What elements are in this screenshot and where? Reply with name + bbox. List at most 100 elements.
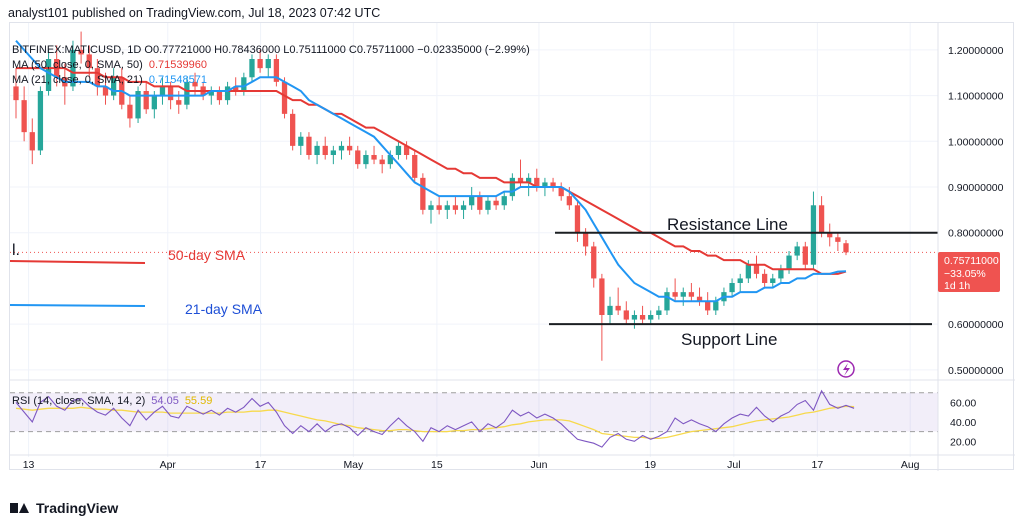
candle [827,223,833,247]
sma50-annotation-line [9,260,146,264]
candle [127,95,133,128]
candle [322,136,328,160]
candle [753,255,760,279]
time-axis[interactable]: 13 Apr 17 May 15 Jun 19 Jul 17 Aug [10,454,1015,471]
sma21-annotation: 21-day SMA [185,301,263,317]
candle [111,68,117,101]
rsi-axis[interactable]: 60.00 40.00 20.00 [950,397,976,448]
price-tick-label: 1.10000000 [948,91,1004,103]
candle [818,196,825,238]
candle [460,200,467,219]
candle [428,200,434,224]
candle [273,54,280,87]
candle [94,59,101,96]
candle [452,196,459,215]
candle [306,132,312,160]
candle [371,145,377,165]
candle [639,305,646,325]
candle [794,241,800,261]
price-axis[interactable]: 1.20000000 1.10000000 1.00000000 0.90000000… [937,23,1004,471]
candle [713,296,719,315]
candle [379,155,385,174]
legend-rsi: RSI (14, close, SMA, 14, 2) 54.05 55.59 [12,395,212,407]
price-tick-label: 0.90000000 [948,182,1004,194]
price-tick-label: 0.80000000 [948,228,1004,240]
candle [607,296,613,325]
candle [737,273,743,293]
candle [680,287,686,306]
tradingview-footer[interactable]: TradingView [10,500,118,516]
price-tag-price: 0.75711000 [944,255,999,267]
rsi-tick-label: 20.00 [950,436,976,448]
candle [241,72,247,96]
candle [412,150,418,183]
rsi-tick-label: 60.00 [950,397,976,409]
sma21-line [15,40,847,303]
price-tick-label: 0.50000000 [948,365,1004,377]
price-tick-label: 0.60000000 [948,319,1004,331]
candle [631,310,638,329]
candle [436,196,442,215]
candle [843,240,849,256]
price-tag-change: −33.05% [944,268,986,280]
candle [770,273,776,288]
candles [13,31,849,361]
publisher-line: analyst101 published on TradingView.com,… [8,6,381,20]
candle [729,278,735,297]
candle [574,200,581,242]
rsi-tick-label: 40.00 [950,417,976,429]
candle [778,264,784,283]
legend-symbol: BITFINEX:MATICUSD, 1D O0.77721000 H0.784… [12,44,530,56]
time-tick-label: Apr [160,459,177,471]
time-tick-label: Jun [530,459,547,471]
candle [330,145,336,165]
time-tick-label: 17 [255,459,267,471]
price-tick-label: 1.00000000 [948,136,1004,148]
candle [656,305,662,320]
candle [13,68,19,119]
candle [615,287,621,315]
resistance-label: Resistance Line [667,215,788,234]
price-tag: 0.75711000 −33.05% 1d 1h [938,252,1000,292]
candle [485,196,491,215]
candle [444,200,450,219]
candle [599,273,605,361]
candle [257,49,263,73]
candle [558,182,564,201]
time-tick-label: 15 [431,459,443,471]
rsi-sma-line [15,405,855,440]
price-tick-label: 1.20000000 [948,45,1004,57]
candle [591,241,597,288]
candle [249,54,255,82]
candle [290,109,296,151]
lightning-icon[interactable] [837,360,855,378]
candle [159,77,166,105]
tradingview-brand: TradingView [36,500,119,516]
price-tag-countdown: 1d 1h [944,280,970,292]
chart-frame[interactable]: BITFINEX:MATICUSD, 1D O0.77721000 H0.784… [9,22,1015,471]
time-tick-label: 13 [23,459,35,471]
candle [550,177,556,192]
rsi-line [15,389,855,448]
candle [298,132,304,155]
candle [403,141,410,160]
candle [469,187,475,210]
candle [135,86,141,123]
candle [29,118,35,165]
candle [493,196,499,210]
candle [509,173,516,201]
candle [224,81,231,105]
time-tick-label: Jul [727,459,740,471]
chart-svg[interactable]: BITFINEX:MATICUSD, 1D O0.77721000 H0.784… [9,23,1015,471]
time-tick-label: 17 [812,459,824,471]
candle [696,287,703,306]
candle [802,241,808,270]
candle [705,292,711,315]
sma50-line [16,67,847,275]
candle [176,91,182,114]
candle [184,77,190,110]
time-tick-label: Aug [901,459,920,471]
candle [395,141,402,160]
candle [672,278,678,302]
candle [810,191,817,270]
